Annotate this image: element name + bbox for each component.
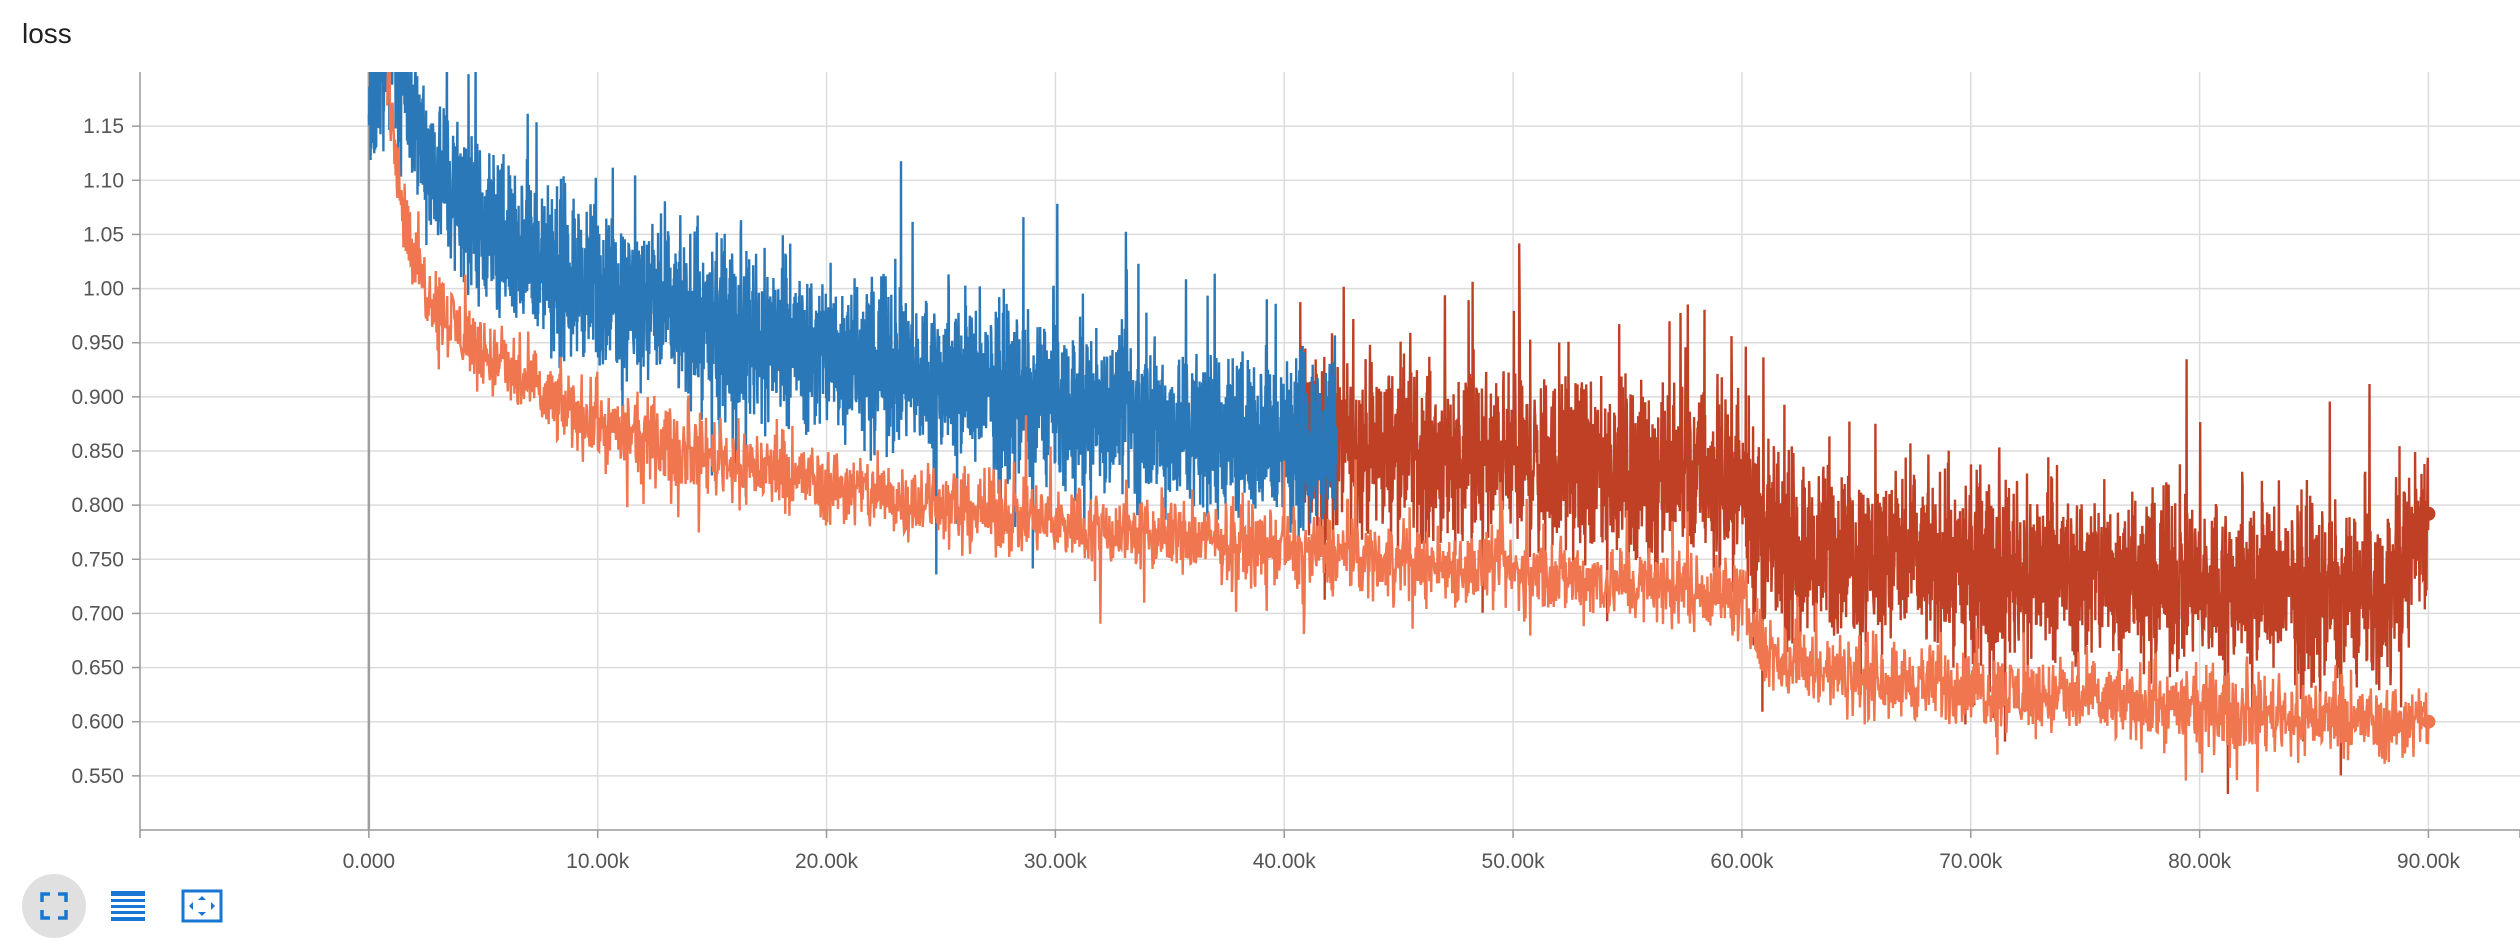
chart-toolbar	[22, 874, 234, 938]
fit-domain-button[interactable]	[170, 874, 234, 938]
x-tick-label: 0.000	[343, 850, 396, 873]
y-tick-label: 1.05	[83, 223, 124, 246]
x-tick-label: 50.00k	[1482, 850, 1546, 873]
y-tick-label: 0.750	[71, 548, 124, 571]
y-tick-label: 0.550	[71, 765, 124, 788]
toggle-log-scale-button[interactable]	[96, 874, 160, 938]
x-tick-label: 80.00k	[2168, 850, 2232, 873]
y-tick-label: 1.15	[83, 115, 124, 138]
series-line	[386, 72, 2430, 792]
series-line	[1294, 243, 2430, 795]
x-tick-label: 60.00k	[1710, 850, 1774, 873]
y-tick-label: 1.00	[83, 278, 124, 301]
x-tick-label: 40.00k	[1253, 850, 1317, 873]
y-tick-label: 0.600	[71, 711, 124, 734]
x-tick-label: 10.00k	[566, 850, 630, 873]
y-tick-label: 0.800	[71, 494, 124, 517]
y-tick-label: 0.900	[71, 386, 124, 409]
y-tick-label: 0.850	[71, 440, 124, 463]
expand-corners-icon	[40, 892, 68, 920]
loss-chart[interactable]: 0.550 0.600 0.650 0.700 0.750 0.800 0.850 0.900…	[0, 0, 2520, 900]
lines-list-icon	[111, 891, 145, 921]
y-tick-label: 1.10	[83, 169, 124, 192]
y-tick-label: 0.650	[71, 657, 124, 680]
x-tick-label: 90.00k	[2397, 850, 2461, 873]
x-tick-label: 70.00k	[1939, 850, 2003, 873]
series-endpoint	[2421, 506, 2436, 521]
fit-to-data-icon	[181, 889, 223, 923]
x-tick-label: 30.00k	[1024, 850, 1088, 873]
fullscreen-button[interactable]	[22, 874, 86, 938]
y-tick-label: 0.950	[71, 332, 124, 355]
series-endpoint	[2421, 714, 2436, 729]
chart-title: loss	[22, 18, 72, 49]
series-line	[367, 72, 1339, 575]
x-tick-label: 20.00k	[795, 850, 859, 873]
y-tick-label: 0.700	[71, 602, 124, 625]
